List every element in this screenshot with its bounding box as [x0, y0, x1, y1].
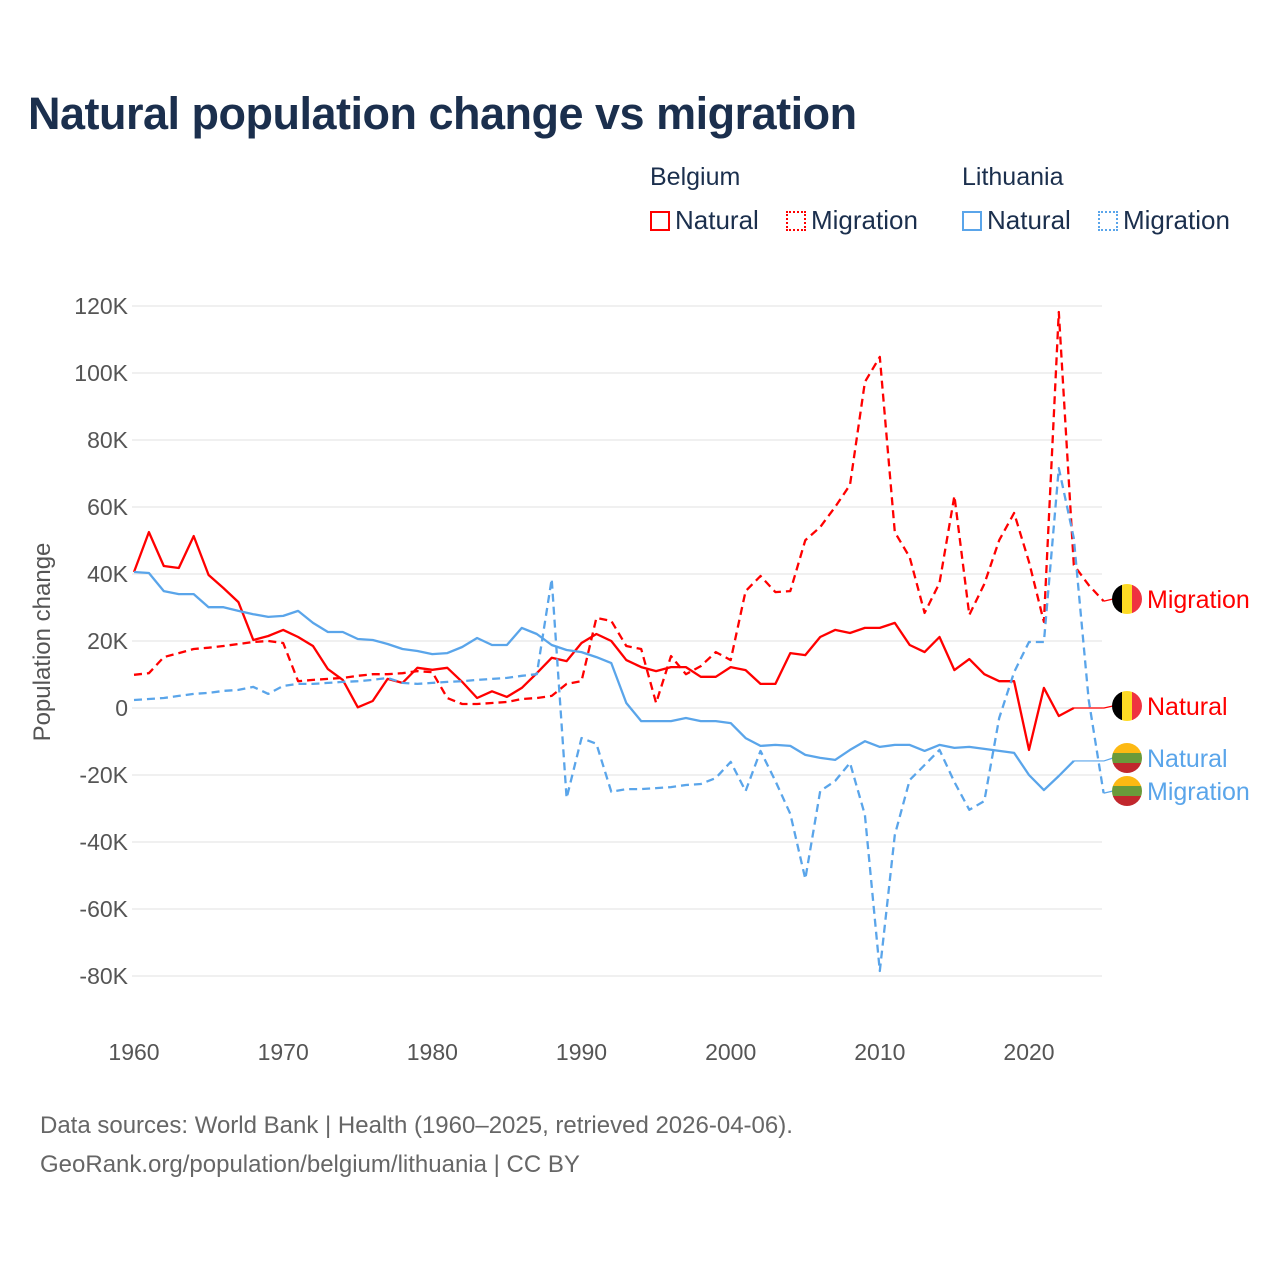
y-tick-label: 20K [87, 628, 129, 654]
solid-swatch-icon [650, 210, 670, 231]
y-tick-label: 0 [115, 695, 128, 721]
series-line-lithuania-migration [133, 466, 1105, 973]
y-tick-label: -40K [79, 829, 128, 855]
flag-stripe [1112, 763, 1142, 773]
flag-stripe [1112, 786, 1142, 796]
legend-label: Migration [1123, 205, 1230, 235]
y-tick-label: 60K [87, 494, 129, 520]
flag-stripes [1112, 776, 1142, 806]
legend-label: Natural [987, 205, 1071, 235]
lithuania-flag-icon [1112, 743, 1142, 773]
x-tick-label: 2000 [705, 1039, 756, 1065]
end-label-lithuania-migration: Migration [1147, 778, 1250, 806]
flag-stripes [1112, 743, 1142, 773]
label-connector [1103, 790, 1114, 794]
flag-stripe [1122, 584, 1132, 614]
footer: Data sources: World Bank | Health (1960–… [40, 1106, 793, 1184]
data-source-note: Data sources: World Bank | Health (1960–… [40, 1112, 793, 1139]
legend-item-belgium-natural[interactable]: Natural [650, 205, 759, 236]
y-tick-label: 120K [74, 293, 128, 319]
flag-stripe [1132, 584, 1142, 614]
x-tick-label: 1970 [258, 1039, 309, 1065]
flag-stripe [1112, 776, 1142, 786]
y-tick-label: -20K [79, 762, 128, 788]
belgium-flag-icon [1112, 584, 1142, 614]
y-tick-label: -60K [79, 896, 128, 922]
dotted-swatch-icon [1098, 210, 1118, 231]
label-connector [1103, 598, 1114, 602]
legend-item-belgium-migration[interactable]: Migration [786, 205, 918, 236]
solid-swatch-icon [962, 210, 982, 231]
chart-title: Natural population change vs migration [28, 88, 857, 139]
y-tick-label: 100K [74, 360, 128, 386]
label-connector [1073, 705, 1114, 709]
flag-stripe [1122, 691, 1132, 721]
y-tick-label: -80K [79, 963, 128, 989]
flag-stripes [1112, 584, 1142, 614]
legend-item-lithuania-migration[interactable]: Migration [1098, 205, 1230, 236]
legend-group-lithuania: Lithuania [962, 163, 1064, 191]
flag-stripe [1132, 691, 1142, 721]
series-line-lithuania-natural [133, 570, 1075, 792]
end-label-belgium-natural: Natural [1147, 693, 1228, 721]
series-line-belgium-migration [133, 310, 1105, 706]
y-tick-label: 40K [87, 561, 129, 587]
flag-stripe [1112, 796, 1142, 806]
belgium-flag-icon [1112, 691, 1142, 721]
flag-stripe [1112, 753, 1142, 763]
end-label-belgium-migration: Migration [1147, 586, 1250, 614]
source-link[interactable]: GeoRank.org/population/belgium/lithuania… [40, 1151, 580, 1178]
y-axis-label: Population change [29, 543, 56, 742]
x-tick-label: 2020 [1003, 1039, 1054, 1065]
flag-stripes [1112, 691, 1142, 721]
legend-label: Natural [675, 205, 759, 235]
flag-stripe [1112, 691, 1122, 721]
x-tick-label: 2010 [854, 1039, 905, 1065]
y-tick-label: 80K [87, 427, 129, 453]
legend-label: Migration [811, 205, 918, 235]
legend-item-lithuania-natural[interactable]: Natural [962, 205, 1071, 236]
x-tick-label: 1980 [407, 1039, 458, 1065]
legend-group-belgium: Belgium [650, 163, 741, 191]
flag-stripe [1112, 743, 1142, 753]
x-tick-label: 1990 [556, 1039, 607, 1065]
series-line-belgium-natural [132, 530, 1075, 752]
end-label-lithuania-natural: Natural [1147, 745, 1228, 773]
flag-stripe [1112, 584, 1122, 614]
label-connector [1073, 757, 1114, 762]
dotted-swatch-icon [786, 210, 806, 231]
lithuania-flag-icon [1112, 776, 1142, 806]
x-tick-label: 1960 [108, 1039, 159, 1065]
